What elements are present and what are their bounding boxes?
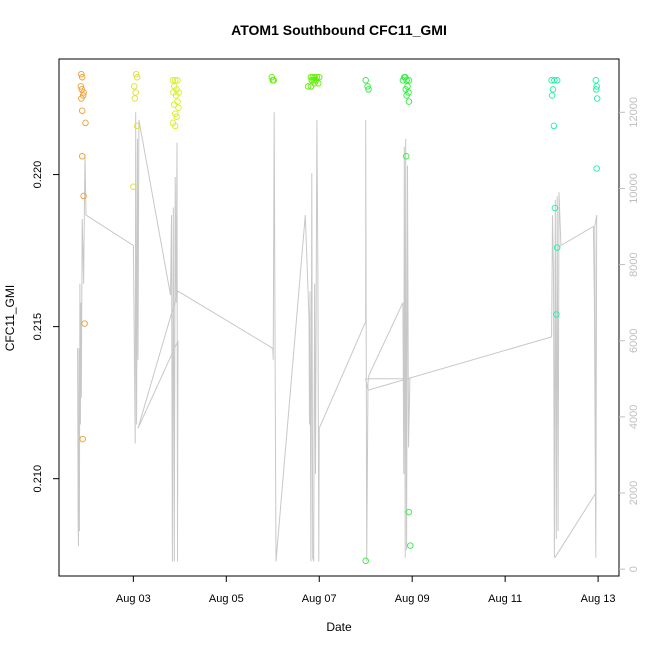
y-axis-left: 0.210 0.215 0.220: [32, 161, 59, 493]
x-tick-label: Aug 09: [395, 593, 430, 605]
y2-tick-label: 10000: [628, 173, 640, 204]
data-point: [403, 92, 410, 99]
data-point: [131, 95, 139, 102]
data-point: [553, 77, 561, 84]
data-point: [130, 183, 137, 190]
data-point: [78, 95, 85, 102]
data-point: [132, 70, 140, 78]
data-point: [131, 83, 138, 90]
data-point: [133, 73, 141, 81]
data-point: [549, 86, 557, 93]
data-point: [304, 83, 312, 90]
data-point: [269, 77, 277, 84]
data-point: [169, 77, 177, 84]
data-point: [80, 89, 87, 96]
data-point: [171, 122, 179, 130]
y2-tick-label: 6000: [628, 328, 640, 352]
x-tick-label: Aug 13: [581, 593, 616, 605]
data-point: [172, 92, 180, 99]
data-point: [311, 80, 318, 87]
data-point: [592, 86, 600, 93]
data-point: [364, 83, 371, 90]
data-point: [315, 80, 322, 87]
data-points-layer: [77, 70, 601, 565]
y-tick-label: 0.215: [32, 313, 44, 341]
data-point: [593, 95, 601, 102]
data-point: [310, 77, 317, 84]
plot-frame: [58, 58, 620, 577]
y2-tick-label: 12000: [628, 97, 640, 128]
y2-tick-label: 2000: [628, 481, 640, 505]
data-point: [133, 122, 141, 130]
data-point: [81, 320, 88, 327]
y2-tick-label: 0: [628, 566, 640, 572]
data-point: [80, 192, 87, 200]
data-point: [78, 153, 86, 160]
data-point: [399, 77, 407, 84]
data-point: [132, 89, 139, 96]
altitude-line: [77, 112, 598, 562]
data-point: [78, 73, 86, 81]
x-axis-label: Date: [326, 620, 352, 634]
data-point: [402, 153, 410, 160]
data-point: [405, 508, 413, 516]
data-point: [78, 70, 85, 78]
x-tick-label: Aug 05: [209, 593, 244, 605]
x-axis: Aug 03 Aug 05 Aug 07 Aug 09 Aug 11 Aug 13: [116, 576, 616, 605]
data-point: [79, 435, 86, 443]
data-point: [548, 92, 556, 99]
y-axis-label: CFC11_GMI: [3, 285, 17, 351]
data-point: [593, 83, 600, 90]
data-point: [175, 104, 182, 111]
data-point: [551, 77, 558, 84]
data-point: [403, 77, 410, 84]
data-point: [171, 101, 178, 108]
data-point: [171, 77, 179, 84]
data-point: [592, 77, 600, 84]
y2-tick-label: 8000: [628, 252, 640, 276]
y-tick-label: 0.210: [32, 465, 44, 493]
data-point: [593, 165, 600, 172]
data-point: [174, 77, 181, 84]
data-point: [173, 113, 180, 121]
altitude-line-layer: [77, 112, 598, 562]
data-point: [553, 244, 561, 251]
data-point: [77, 83, 85, 90]
data-point: [362, 557, 369, 565]
data-point: [551, 204, 559, 212]
x-tick-label: Aug 03: [116, 593, 151, 605]
data-point: [365, 86, 372, 93]
data-point: [78, 107, 86, 114]
data-point: [553, 311, 560, 318]
y-tick-label: 0.220: [32, 161, 44, 189]
y2-tick-label: 4000: [628, 405, 640, 429]
chart-title: ATOM1 Southbound CFC11_GMI: [231, 22, 447, 38]
data-point: [362, 77, 369, 84]
x-tick-label: Aug 07: [302, 593, 337, 605]
data-point: [78, 86, 86, 93]
data-point: [82, 119, 89, 127]
data-point: [171, 110, 179, 117]
data-point: [405, 98, 413, 105]
y-axis-right: 0 2000 4000 6000 8000 10000 12000: [619, 97, 640, 572]
data-point: [550, 122, 558, 130]
data-point: [407, 542, 414, 549]
x-tick-label: Aug 11: [488, 593, 522, 605]
